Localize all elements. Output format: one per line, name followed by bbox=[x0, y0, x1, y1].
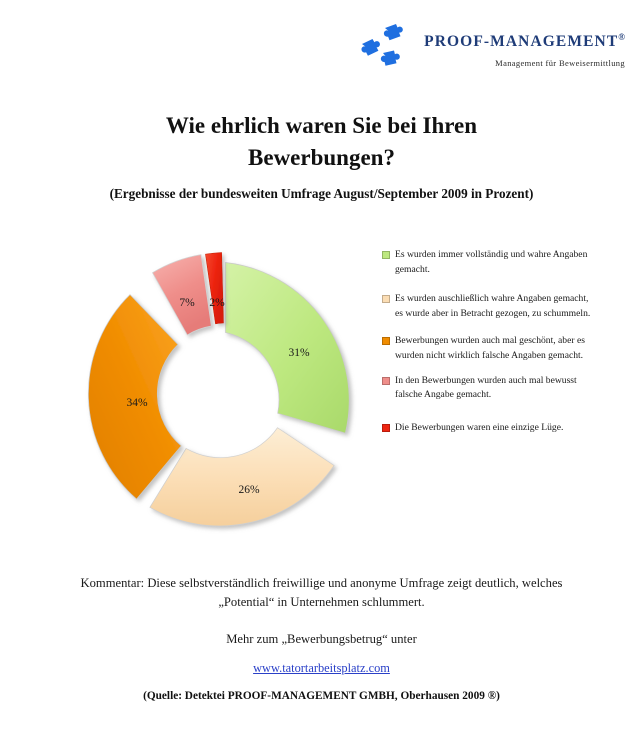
pie-slice-1-label: 31% bbox=[288, 347, 310, 359]
website-link-wrapper: www.tatortarbeitsplatz.com bbox=[0, 659, 643, 677]
legend-item-label: Bewerbungen wurden auch mal geschönt, ab… bbox=[395, 335, 585, 361]
pie-slice-5 bbox=[205, 252, 224, 325]
pie-slice-3 bbox=[88, 294, 182, 500]
brand-name: PROOF-MANAGEMENT® bbox=[424, 32, 625, 51]
legend-item: Bewerbungen wurden auch mal geschönt, ab… bbox=[382, 334, 592, 363]
pie-slice-3-label: 34% bbox=[126, 397, 148, 409]
puzzle-pieces-icon bbox=[361, 24, 403, 66]
legend-swatch-icon bbox=[382, 337, 390, 346]
legend-item-label: Die Bewerbungen waren eine einzige Lüge. bbox=[395, 421, 564, 433]
pie-slice-2-label: 26% bbox=[238, 484, 260, 496]
pie-slice-1 bbox=[225, 262, 350, 434]
pie-slice-4 bbox=[152, 254, 212, 336]
legend-swatch-icon bbox=[382, 376, 390, 385]
brand-wordmark: PROOF-MANAGEMENT® Management für Beweise… bbox=[424, 22, 625, 68]
pie-slice-2 bbox=[149, 427, 335, 527]
source-note: (Quelle: Detektei PROOF-MANAGEMENT GMBH,… bbox=[143, 690, 500, 702]
pie-slice-5-label: 2% bbox=[209, 297, 225, 309]
legend-item: Es wurden auschließlich wahre Angaben ge… bbox=[382, 292, 592, 321]
registered-mark: ® bbox=[618, 32, 625, 42]
legend-item-label: Es wurden immer vollständig und wahre An… bbox=[395, 249, 588, 275]
more-info-text: Mehr zum „Bewerbungsbetrug“ unter bbox=[226, 632, 417, 646]
page-title-line-1: Wie ehrlich waren Sie bei Ihren bbox=[165, 113, 478, 138]
brand-header: PROOF-MANAGEMENT® Management für Beweise… bbox=[354, 22, 625, 74]
legend-swatch-icon bbox=[382, 295, 390, 304]
doughnut-chart-svg: 31% 26% 34% 7% 2% bbox=[88, 252, 350, 527]
website-link[interactable]: www.tatortarbeitsplatz.com bbox=[253, 661, 390, 675]
chart-legend: Es wurden immer vollständig und wahre An… bbox=[382, 248, 592, 435]
commentary-text: Kommentar: Diese selbstverständlich frei… bbox=[80, 576, 563, 609]
legend-item-label: In den Bewerbungen wurden auch mal bewus… bbox=[395, 374, 577, 401]
brand-tagline: Management für Beweisermittlung bbox=[495, 58, 625, 69]
page-title-line-2: Bewerbungen? bbox=[248, 145, 395, 170]
legend-item: In den Bewerbungen wurden auch mal bewus… bbox=[382, 374, 592, 403]
page-title: Wie ehrlich waren Sie bei Ihren Bewerbun… bbox=[0, 110, 643, 174]
legend-item: Es wurden immer vollständig und wahre An… bbox=[382, 248, 592, 277]
doughnut-chart: 31% 26% 34% 7% 2% bbox=[72, 250, 372, 542]
page-subtitle: (Ergebnisse der bundesweiten Umfrage Aug… bbox=[109, 186, 534, 201]
legend-item-label: Es wurden auschließlich wahre Angaben ge… bbox=[395, 293, 591, 319]
legend-item: Die Bewerbungen waren eine einzige Lüge. bbox=[382, 421, 592, 436]
legend-swatch-icon bbox=[382, 251, 390, 259]
legend-swatch-icon bbox=[382, 423, 390, 432]
brand-name-text: PROOF-MANAGEMENT bbox=[424, 33, 619, 51]
pie-slice-4-label: 7% bbox=[179, 297, 195, 309]
